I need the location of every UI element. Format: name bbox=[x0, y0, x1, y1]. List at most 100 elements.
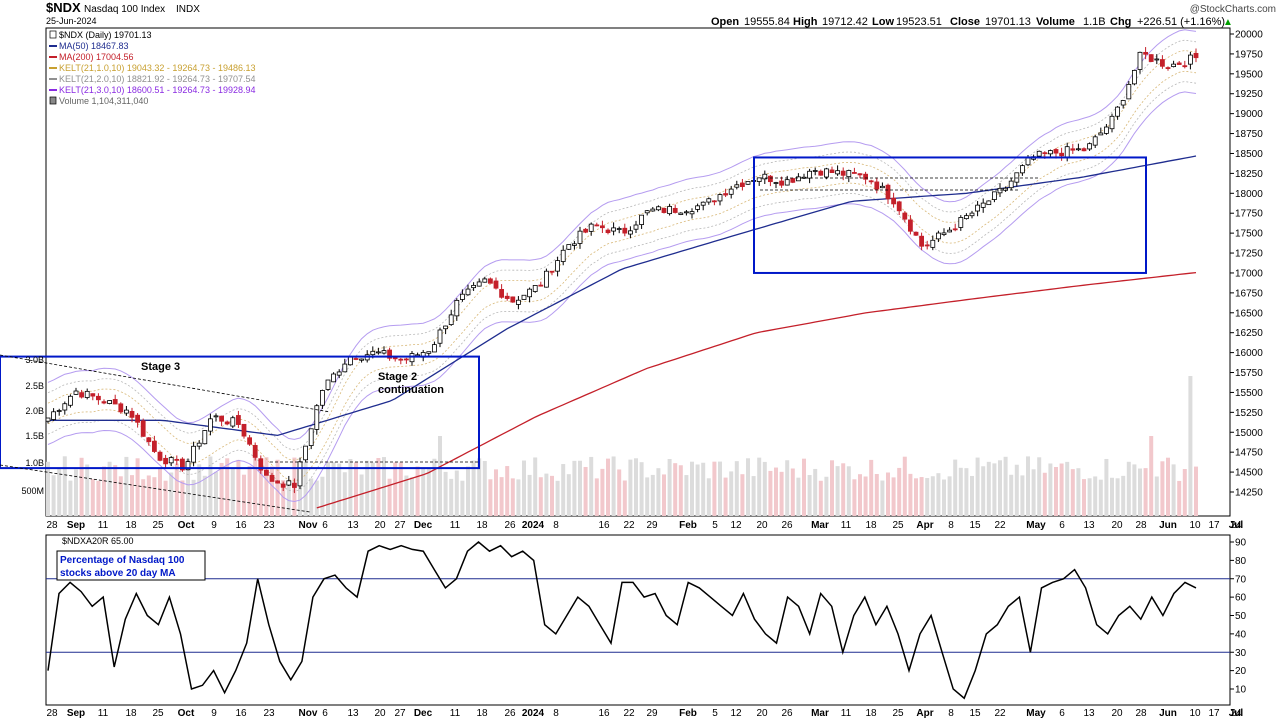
volume-bar bbox=[186, 458, 190, 516]
volume-bar bbox=[594, 478, 599, 516]
volume-bar bbox=[639, 462, 644, 516]
candle-body bbox=[667, 206, 672, 215]
trend-line bbox=[0, 354, 331, 413]
candle-body bbox=[1020, 165, 1025, 174]
candle-body bbox=[454, 299, 460, 317]
volume-bar bbox=[908, 473, 913, 516]
volume-bar bbox=[701, 462, 706, 516]
candle-body bbox=[224, 421, 230, 425]
date-tick-label: 26 bbox=[781, 520, 793, 531]
date-tick-label: 15 bbox=[969, 520, 981, 531]
volume-bar bbox=[790, 468, 795, 516]
candle-body bbox=[863, 173, 868, 180]
candle-body bbox=[247, 437, 253, 445]
candle-body bbox=[459, 293, 465, 300]
legend-swatch bbox=[49, 30, 57, 39]
candle-body bbox=[426, 351, 432, 354]
candle-body bbox=[969, 212, 975, 217]
svg-text:19523.51: 19523.51 bbox=[896, 16, 942, 28]
date-tick-label: Mar bbox=[811, 708, 829, 719]
date-tick-label: 2024 bbox=[522, 708, 545, 719]
candle-body bbox=[448, 314, 454, 326]
candle-body bbox=[275, 480, 281, 484]
volume-bar bbox=[1076, 468, 1081, 516]
volume-bar bbox=[1093, 476, 1098, 516]
volume-bar bbox=[118, 476, 123, 516]
volume-bar bbox=[544, 473, 549, 516]
candle-body bbox=[779, 180, 784, 186]
candle-body bbox=[695, 205, 700, 210]
price-tick-label: 15500 bbox=[1235, 388, 1263, 399]
candle-body bbox=[241, 423, 247, 437]
candle-body bbox=[1053, 149, 1059, 154]
volume-bar bbox=[785, 460, 790, 516]
volume-bar bbox=[1098, 479, 1103, 516]
range-box bbox=[0, 355, 480, 470]
date-tick-label: 17 bbox=[1208, 708, 1220, 719]
volume-bar bbox=[572, 460, 577, 516]
volume-bar bbox=[796, 477, 801, 516]
volume-bar bbox=[438, 436, 442, 516]
candle-body bbox=[756, 177, 762, 182]
volume-bar bbox=[499, 477, 504, 516]
volume-bar bbox=[393, 462, 398, 516]
date-tick-label: Apr bbox=[916, 520, 933, 531]
volume-bar bbox=[953, 459, 958, 516]
date-tick-label: 25 bbox=[152, 708, 164, 719]
price-tick-label: 19750 bbox=[1235, 49, 1263, 60]
date-tick-label: Mar bbox=[811, 520, 829, 531]
date-tick-label: 27 bbox=[394, 708, 406, 719]
candle-body bbox=[342, 363, 348, 373]
volume-bar bbox=[774, 467, 778, 516]
candle-body bbox=[1120, 100, 1126, 106]
volume-tick-label: 1.0B bbox=[25, 458, 44, 468]
volume-bar bbox=[79, 457, 84, 516]
candle-body bbox=[1154, 58, 1160, 61]
kelt1-lower bbox=[47, 70, 1197, 482]
date-tick-label: 26 bbox=[504, 520, 516, 531]
candle-body bbox=[107, 400, 112, 404]
candle-body bbox=[1036, 150, 1042, 157]
date-tick-label: Apr bbox=[916, 708, 933, 719]
volume-bar bbox=[947, 476, 952, 516]
candle-body bbox=[684, 211, 689, 214]
volume-bar bbox=[841, 463, 846, 516]
date-tick-label: 18 bbox=[865, 708, 877, 719]
date-tick-label: 13 bbox=[1083, 520, 1095, 531]
candle-body bbox=[219, 415, 225, 422]
svg-text:Close: Close bbox=[950, 16, 980, 28]
candle-body bbox=[997, 187, 1003, 194]
volume-bar bbox=[449, 478, 454, 516]
volume-bar bbox=[298, 474, 302, 516]
candle-body bbox=[896, 201, 902, 212]
candle-body bbox=[572, 243, 577, 246]
volume-bar bbox=[930, 476, 935, 516]
date-tick-label: 8 bbox=[553, 520, 559, 531]
candle-body bbox=[712, 200, 717, 203]
date-tick-label: 25 bbox=[892, 520, 904, 531]
candle-body bbox=[913, 231, 919, 236]
volume-bar bbox=[992, 463, 997, 516]
candle-body bbox=[678, 212, 684, 215]
candle-body bbox=[347, 356, 353, 366]
chart-date: 25-Jun-2024 bbox=[46, 16, 97, 26]
trend-line bbox=[0, 464, 311, 513]
svg-text:19701.13: 19701.13 bbox=[985, 16, 1031, 28]
candle-body bbox=[1098, 132, 1104, 136]
candle-body bbox=[56, 410, 62, 412]
volume-bar bbox=[410, 477, 414, 516]
candle-body bbox=[1059, 152, 1064, 157]
volume-bar bbox=[919, 477, 924, 516]
svg-text:Low: Low bbox=[872, 16, 894, 28]
legend-entry: Volume 1,104,311,040 bbox=[59, 96, 148, 106]
candle-body bbox=[835, 170, 840, 175]
candle-body bbox=[930, 239, 936, 248]
candle-body bbox=[51, 411, 56, 420]
indicator-panel-frame bbox=[45, 534, 1231, 706]
ohlc-readout: Open 19555.84 High 19712.42 Low 19523.51… bbox=[711, 16, 1233, 28]
date-tick-label: 20 bbox=[374, 520, 386, 531]
index-name: Nasdaq 100 Index bbox=[84, 4, 165, 15]
date-tick-label: 29 bbox=[646, 708, 658, 719]
volume-bar bbox=[326, 461, 330, 516]
